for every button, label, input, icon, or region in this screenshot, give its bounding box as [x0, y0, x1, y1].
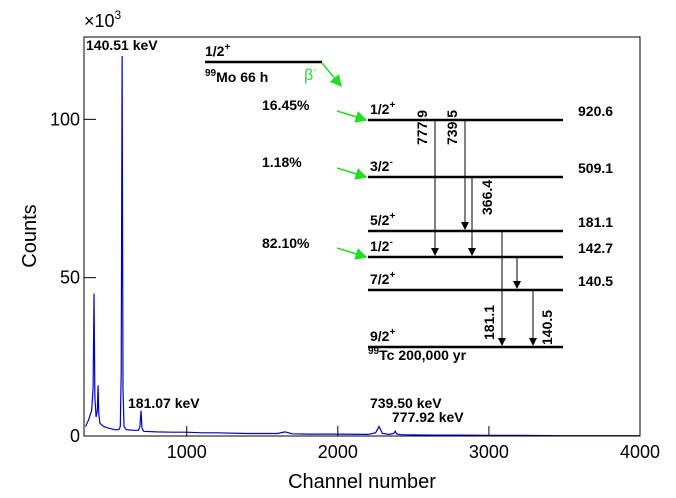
parity: +: [224, 42, 230, 53]
branch-ratio: 1.18%: [262, 154, 302, 170]
spin: 1/2: [205, 43, 225, 59]
level-energy: 509.1: [578, 160, 613, 176]
branch-ratio: 16.45%: [262, 97, 310, 113]
mass: 99: [368, 346, 380, 357]
decay-scheme: 1/2+ 99Mo 66 h β- 1/2+ 920.63/2- 509.15/2+…: [205, 42, 613, 363]
branch-ratio: 82.10%: [262, 235, 310, 251]
parity: +: [389, 327, 395, 338]
mass: 99: [205, 68, 217, 79]
parity: +: [389, 100, 395, 111]
spectrum-line: [84, 55, 640, 437]
peak-label: 777.92 keV: [392, 409, 464, 425]
beta-feed-arrow: [336, 110, 368, 123]
y-tick-label: 100: [50, 109, 80, 129]
spin: 1/2: [370, 238, 390, 254]
beta-feed-arrow: [336, 167, 368, 180]
level-spin: 7/2+: [370, 270, 395, 287]
beta-arrow: [321, 62, 342, 88]
parity: +: [389, 211, 395, 222]
spin: 3/2: [370, 158, 390, 174]
beta-feed-arrow: [336, 247, 368, 260]
spin: 7/2: [370, 271, 390, 287]
x-axis-label: Channel number: [288, 471, 436, 493]
level-spin: 9/2+: [370, 327, 395, 344]
level-energy: 140.5: [578, 273, 613, 289]
y-tick-label: 0: [70, 426, 80, 446]
transition-energy: 366.4: [479, 180, 495, 215]
spin: 9/2: [370, 328, 390, 344]
x-tick-label: 1000: [167, 442, 207, 462]
nuclide: Tc 200,000 yr: [379, 347, 466, 363]
beta: β: [304, 67, 313, 84]
daughter-name: 99Tc 200,000 yr: [368, 346, 467, 363]
multiplier-exponent: 3: [115, 8, 122, 22]
parity: +: [389, 270, 395, 281]
peak-label: 181.07 keV: [128, 395, 200, 411]
level-spin: 1/2-: [370, 237, 393, 254]
level-energy: 181.1: [578, 214, 613, 230]
nuclide: Mo 66 h: [216, 69, 268, 85]
level-spin: 1/2+: [370, 100, 395, 117]
transition-energy: 777.9: [414, 110, 430, 145]
spin: 1/2: [370, 101, 390, 117]
y-axis-label: Counts: [19, 204, 41, 267]
parent-name: 99Mo 66 h: [205, 68, 268, 85]
y-multiplier: ×103: [84, 8, 122, 31]
level-energy: 920.6: [578, 103, 613, 119]
level-spin: 5/2+: [370, 211, 395, 228]
transition-energy: 181.1: [481, 305, 497, 340]
peak-label: 739.50 keV: [370, 395, 442, 411]
x-tick-label: 2000: [318, 442, 358, 462]
level-spin: 3/2-: [370, 157, 393, 174]
transition-energy: 140.5: [539, 310, 555, 345]
y-tick-label: 50: [60, 268, 80, 288]
transition-energy: 739.5: [444, 110, 460, 145]
level-energy: 142.7: [578, 240, 613, 256]
peak-label: 140.51 keV: [86, 37, 158, 53]
x-tick-label: 4000: [620, 442, 660, 462]
beta-sign: -: [313, 65, 316, 76]
spin: 5/2: [370, 212, 390, 228]
x-tick-label: 3000: [469, 442, 509, 462]
multiplier-base: ×10: [84, 11, 115, 31]
parity: -: [389, 237, 392, 248]
parity: -: [389, 157, 392, 168]
decay-mode: β-: [304, 65, 317, 84]
parent-spin: 1/2+: [205, 42, 230, 59]
plot-frame: [83, 36, 641, 437]
